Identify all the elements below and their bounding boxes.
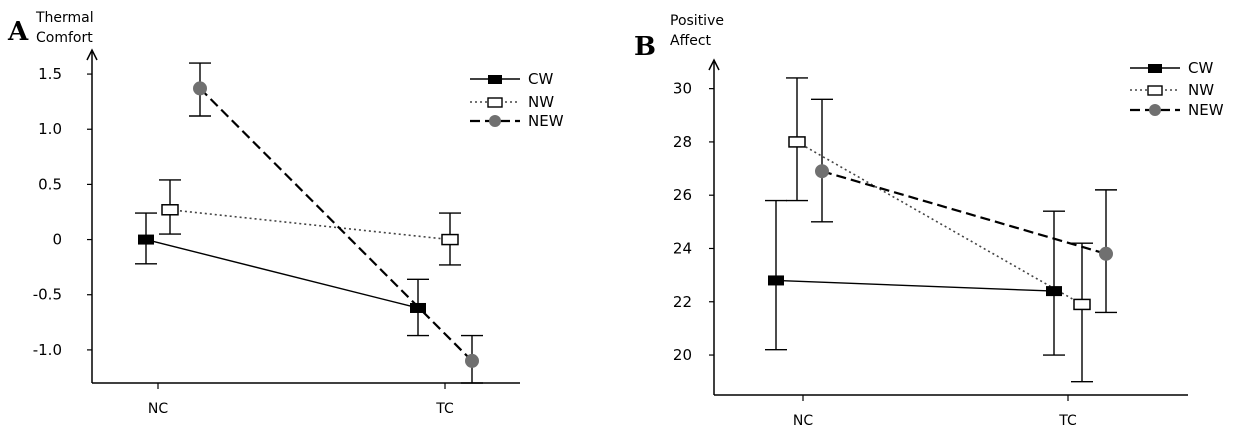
legend: CW NW NEW bbox=[1130, 59, 1224, 119]
legend-label-cw: CW bbox=[528, 70, 553, 88]
y-axis-arrow bbox=[86, 48, 98, 61]
y-tick-label: 0.5 bbox=[38, 175, 62, 193]
y-tick-label: 0 bbox=[52, 231, 62, 249]
data-point-cw bbox=[1046, 286, 1062, 297]
y-tick-label: 1.5 bbox=[38, 65, 62, 83]
data-point-new bbox=[1099, 246, 1113, 261]
legend-label-new: NEW bbox=[1188, 101, 1224, 119]
error-bar-new bbox=[811, 98, 833, 223]
series-line-new bbox=[199, 87, 473, 362]
data-point-cw bbox=[410, 302, 426, 313]
panel-letter: A bbox=[7, 17, 29, 47]
legend-label-nw: NW bbox=[528, 93, 554, 111]
data-point-new bbox=[193, 81, 207, 96]
y-tick-label: 28 bbox=[673, 133, 692, 151]
series-line-cw bbox=[145, 238, 419, 309]
y-axis-arrow bbox=[708, 58, 720, 71]
legend-marker-cw bbox=[1148, 64, 1162, 73]
x-tick-label: TC bbox=[1058, 413, 1077, 425]
legend-marker-new bbox=[1149, 104, 1161, 116]
y-axis-label: Positive bbox=[670, 13, 724, 29]
y-tick-label: -0.5 bbox=[33, 286, 62, 304]
y-tick-label: 20 bbox=[673, 346, 692, 364]
y-tick-label: 1.0 bbox=[38, 120, 62, 138]
y-tick-label: -1.0 bbox=[33, 341, 62, 359]
panel-a: A Thermal Comfort 1.5 1.0 0.5 0 -0.5 -1.0 NC TC CW N… bbox=[7, 10, 564, 417]
error-bar-nw bbox=[1071, 242, 1093, 383]
legend-marker-nw bbox=[487, 97, 503, 108]
y-tick-label: 22 bbox=[673, 293, 692, 311]
data-point-nw bbox=[788, 136, 806, 148]
series-line-cw bbox=[775, 279, 1055, 292]
data-point-cw bbox=[768, 275, 784, 286]
legend-marker-nw bbox=[1147, 85, 1163, 96]
y-axis-label: Affect bbox=[670, 33, 712, 49]
panel-b: B Positive Affect 30 28 26 24 22 20 NC TC CW NW NEW bbox=[634, 13, 1224, 425]
series-line-nw bbox=[796, 141, 1083, 306]
series-line-new bbox=[821, 170, 1107, 255]
y-axis-label: Thermal bbox=[35, 10, 94, 26]
data-point-nw bbox=[1073, 298, 1091, 311]
error-bar-cw bbox=[765, 199, 787, 351]
data-point-new bbox=[465, 353, 479, 368]
x-tick-label: TC bbox=[435, 401, 454, 417]
data-point-nw bbox=[161, 204, 179, 216]
y-axis-label: Comfort bbox=[36, 30, 93, 46]
x-tick-label: NC bbox=[793, 413, 813, 425]
legend-label-new: NEW bbox=[528, 112, 564, 130]
y-tick-label: 30 bbox=[673, 80, 692, 98]
data-point-new bbox=[815, 164, 829, 179]
y-tick-label: 26 bbox=[673, 186, 692, 204]
legend-label-nw: NW bbox=[1188, 81, 1214, 99]
data-point-cw bbox=[138, 234, 154, 245]
y-tick-label: 24 bbox=[673, 239, 692, 257]
legend-label-cw: CW bbox=[1188, 59, 1213, 77]
legend-marker-cw bbox=[488, 75, 502, 84]
legend-marker-new bbox=[489, 115, 501, 127]
panel-letter: B bbox=[634, 32, 656, 62]
error-bar-cw bbox=[1043, 210, 1065, 356]
data-point-nw bbox=[441, 233, 459, 246]
series-line-nw bbox=[169, 208, 451, 241]
x-tick-label: NC bbox=[148, 401, 168, 417]
